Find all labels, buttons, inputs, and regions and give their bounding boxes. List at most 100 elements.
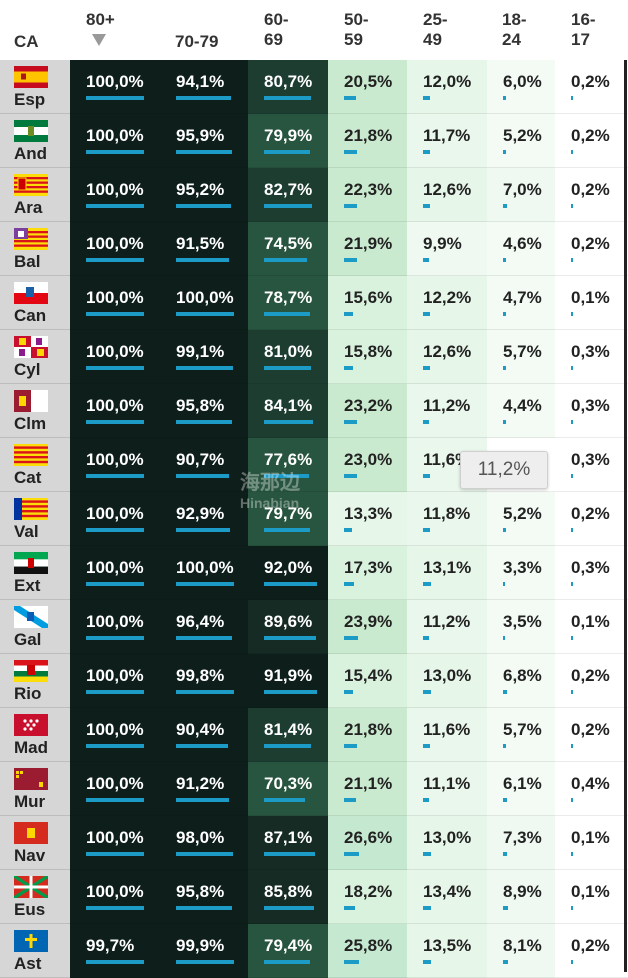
value-cell[interactable]: 100,0% bbox=[70, 600, 160, 654]
table-row[interactable]: Ext 100,0% 100,0% 92,0% 17,3% 13,1% 3,3% 0,3% bbox=[0, 546, 628, 600]
value-cell[interactable]: 0,1% bbox=[555, 600, 628, 654]
table-row[interactable]: Clm 100,0% 95,8% 84,1% 23,2% 11,2% 4,4% 0,3% bbox=[0, 384, 628, 438]
value-cell[interactable]: 100,0% bbox=[70, 762, 160, 816]
value-cell[interactable]: 95,9% bbox=[160, 114, 248, 168]
value-cell[interactable]: 85,8% bbox=[248, 870, 328, 924]
header-col-1[interactable]: 70-79 bbox=[175, 32, 219, 51]
value-cell[interactable]: 7,3% bbox=[487, 816, 555, 870]
header-col-5[interactable]: 18- 24 bbox=[502, 10, 572, 50]
value-cell[interactable]: 100,0% bbox=[70, 816, 160, 870]
value-cell[interactable]: 91,2% bbox=[160, 762, 248, 816]
value-cell[interactable]: 92,0% bbox=[248, 546, 328, 600]
value-cell[interactable]: 11,2% bbox=[407, 384, 487, 438]
value-cell[interactable]: 8,9% bbox=[487, 870, 555, 924]
value-cell[interactable]: 0,1% bbox=[555, 276, 628, 330]
value-cell[interactable]: 89,6% bbox=[248, 600, 328, 654]
value-cell[interactable]: 0,3% bbox=[555, 384, 628, 438]
value-cell[interactable]: 77,6% bbox=[248, 438, 328, 492]
value-cell[interactable]: 9,9% bbox=[407, 222, 487, 276]
value-cell[interactable]: 100,0% bbox=[70, 492, 160, 546]
value-cell[interactable]: 4,7% bbox=[487, 276, 555, 330]
value-cell[interactable]: 13,0% bbox=[407, 816, 487, 870]
value-cell[interactable]: 15,8% bbox=[328, 330, 407, 384]
value-cell[interactable]: 6,1% bbox=[487, 762, 555, 816]
value-cell[interactable]: 4,6% bbox=[487, 222, 555, 276]
value-cell[interactable]: 0,4% bbox=[555, 762, 628, 816]
value-cell[interactable]: 12,0% bbox=[407, 60, 487, 114]
value-cell[interactable]: 96,4% bbox=[160, 600, 248, 654]
header-col-3[interactable]: 50- 59 bbox=[344, 10, 414, 50]
value-cell[interactable]: 6,0% bbox=[487, 60, 555, 114]
value-cell[interactable]: 18,2% bbox=[328, 870, 407, 924]
value-cell[interactable]: 94,1% bbox=[160, 60, 248, 114]
value-cell[interactable]: 70,3% bbox=[248, 762, 328, 816]
value-cell[interactable]: 11,8% bbox=[407, 492, 487, 546]
value-cell[interactable]: 0,2% bbox=[555, 222, 628, 276]
value-cell[interactable]: 81,4% bbox=[248, 708, 328, 762]
sort-desc-icon[interactable] bbox=[92, 34, 106, 46]
value-cell[interactable]: 15,6% bbox=[328, 276, 407, 330]
value-cell[interactable]: 15,4% bbox=[328, 654, 407, 708]
table-row[interactable]: Eus 100,0% 95,8% 85,8% 18,2% 13,4% 8,9% 0,1% bbox=[0, 870, 628, 924]
value-cell[interactable]: 23,0% bbox=[328, 438, 407, 492]
value-cell[interactable]: 84,1% bbox=[248, 384, 328, 438]
value-cell[interactable]: 98,0% bbox=[160, 816, 248, 870]
table-row[interactable]: Rio 100,0% 99,8% 91,9% 15,4% 13,0% 6,8% 0,2% bbox=[0, 654, 628, 708]
table-row[interactable]: Bal 100,0% 91,5% 74,5% 21,9% 9,9% 4,6% 0,2% bbox=[0, 222, 628, 276]
value-cell[interactable]: 13,1% bbox=[407, 546, 487, 600]
table-row[interactable]: Cyl 100,0% 99,1% 81,0% 15,8% 12,6% 5,7% 0,3% bbox=[0, 330, 628, 384]
value-cell[interactable]: 74,5% bbox=[248, 222, 328, 276]
value-cell[interactable]: 13,3% bbox=[328, 492, 407, 546]
table-row[interactable]: Mur 100,0% 91,2% 70,3% 21,1% 11,1% 6,1% 0,4% bbox=[0, 762, 628, 816]
value-cell[interactable]: 79,7% bbox=[248, 492, 328, 546]
value-cell[interactable]: 90,4% bbox=[160, 708, 248, 762]
header-col-6[interactable]: 16- 17 bbox=[571, 10, 628, 50]
value-cell[interactable]: 79,9% bbox=[248, 114, 328, 168]
value-cell[interactable]: 25,8% bbox=[328, 924, 407, 978]
value-cell[interactable]: 4,4% bbox=[487, 384, 555, 438]
value-cell[interactable]: 99,8% bbox=[160, 654, 248, 708]
table-row[interactable]: Cat 100,0% 90,7% 77,6% 23,0% 11,6% 0,3% bbox=[0, 438, 628, 492]
value-cell[interactable]: 100,0% bbox=[70, 546, 160, 600]
value-cell[interactable]: 12,6% bbox=[407, 168, 487, 222]
value-cell[interactable]: 95,2% bbox=[160, 168, 248, 222]
header-ca[interactable]: CA bbox=[14, 32, 39, 51]
value-cell[interactable]: 6,8% bbox=[487, 654, 555, 708]
value-cell[interactable]: 26,6% bbox=[328, 816, 407, 870]
value-cell[interactable]: 0,2% bbox=[555, 924, 628, 978]
table-row[interactable]: Can 100,0% 100,0% 78,7% 15,6% 12,2% 4,7% 0,1% bbox=[0, 276, 628, 330]
value-cell[interactable]: 100,0% bbox=[70, 330, 160, 384]
value-cell[interactable]: 5,2% bbox=[487, 492, 555, 546]
value-cell[interactable]: 90,7% bbox=[160, 438, 248, 492]
table-row[interactable]: And 100,0% 95,9% 79,9% 21,8% 11,7% 5,2% 0,2% bbox=[0, 114, 628, 168]
value-cell[interactable]: 21,8% bbox=[328, 114, 407, 168]
value-cell[interactable]: 21,8% bbox=[328, 708, 407, 762]
header-col-2[interactable]: 60- 69 bbox=[264, 10, 334, 50]
value-cell[interactable]: 91,9% bbox=[248, 654, 328, 708]
value-cell[interactable]: 21,1% bbox=[328, 762, 407, 816]
value-cell[interactable]: 82,7% bbox=[248, 168, 328, 222]
value-cell[interactable]: 100,0% bbox=[70, 276, 160, 330]
value-cell[interactable]: 100,0% bbox=[70, 708, 160, 762]
value-cell[interactable]: 11,7% bbox=[407, 114, 487, 168]
value-cell[interactable]: 23,2% bbox=[328, 384, 407, 438]
value-cell[interactable]: 21,9% bbox=[328, 222, 407, 276]
value-cell[interactable]: 0,2% bbox=[555, 654, 628, 708]
value-cell[interactable]: 99,1% bbox=[160, 330, 248, 384]
value-cell[interactable]: 22,3% bbox=[328, 168, 407, 222]
value-cell[interactable]: 100,0% bbox=[70, 438, 160, 492]
value-cell[interactable]: 0,3% bbox=[555, 330, 628, 384]
value-cell[interactable]: 92,9% bbox=[160, 492, 248, 546]
table-row[interactable]: Mad 100,0% 90,4% 81,4% 21,8% 11,6% 5,7% 0,2% bbox=[0, 708, 628, 762]
value-cell[interactable]: 3,3% bbox=[487, 546, 555, 600]
value-cell[interactable]: 99,9% bbox=[160, 924, 248, 978]
value-cell[interactable]: 100,0% bbox=[70, 222, 160, 276]
table-row[interactable]: Val 100,0% 92,9% 79,7% 13,3% 11,8% 5,2% 0,2% bbox=[0, 492, 628, 546]
value-cell[interactable]: 81,0% bbox=[248, 330, 328, 384]
value-cell[interactable]: 8,1% bbox=[487, 924, 555, 978]
table-row[interactable]: Esp 100,0% 94,1% 80,7% 20,5% 12,0% 6,0% 0,2% bbox=[0, 60, 628, 114]
header-col-4[interactable]: 25- 49 bbox=[423, 10, 493, 50]
value-cell[interactable]: 12,6% bbox=[407, 330, 487, 384]
value-cell[interactable]: 0,2% bbox=[555, 60, 628, 114]
value-cell[interactable]: 95,8% bbox=[160, 384, 248, 438]
